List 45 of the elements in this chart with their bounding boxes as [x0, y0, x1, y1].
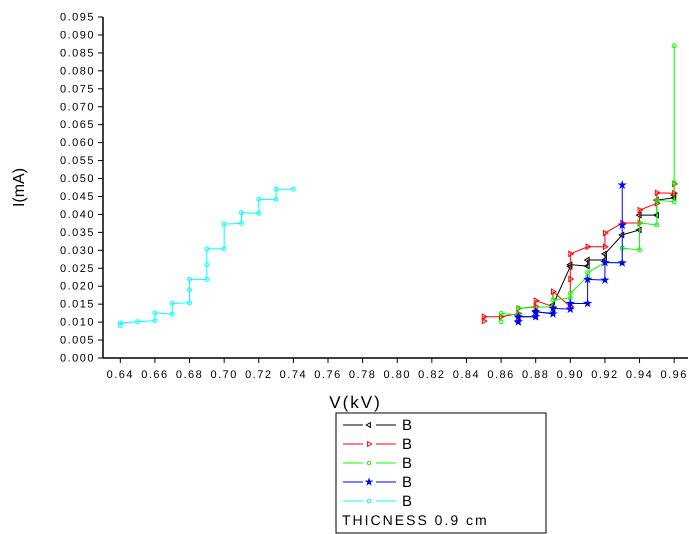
y-tick-label: 0.060 [60, 137, 95, 150]
y-tick-label: 0.000 [60, 352, 95, 365]
legend-label: B [402, 493, 412, 510]
x-tick-label: 0.66 [141, 369, 169, 382]
x-tick-label: 0.80 [384, 369, 411, 382]
y-tick-label: 0.080 [60, 65, 95, 78]
legend-label: B [402, 417, 412, 434]
y-tick-label: 0.070 [60, 101, 95, 114]
x-tick-label: 0.70 [210, 369, 238, 382]
y-tick-label: 0.075 [60, 83, 95, 96]
y-tick-label: 0.090 [60, 29, 95, 42]
y-tick-label: 0.050 [60, 173, 95, 186]
x-tick-label: 0.74 [280, 369, 308, 382]
y-tick-label: 0.085 [60, 47, 95, 60]
x-tick-label: 0.72 [245, 369, 272, 382]
x-tick-label: 0.76 [314, 369, 342, 382]
x-tick-label: 0.90 [556, 369, 584, 382]
x-axis-title: V(kV) [329, 393, 382, 412]
y-tick-label: 0.010 [60, 316, 95, 329]
x-tick-label: 0.64 [106, 369, 134, 382]
y-tick-label: 0.065 [60, 119, 95, 132]
x-tick-label: 0.82 [418, 369, 446, 382]
y-tick-label: 0.040 [60, 208, 95, 221]
x-tick-label: 0.96 [660, 369, 688, 382]
y-tick-label: 0.095 [60, 12, 95, 24]
legend-label: B [402, 436, 412, 453]
y-tick-label: 0.030 [60, 244, 95, 257]
legend-label: B [402, 455, 412, 472]
y-axis-title: I(mA) [11, 168, 28, 208]
y-tick-label: 0.035 [60, 226, 95, 239]
x-tick-label: 0.88 [522, 369, 550, 382]
y-tick-label: 0.045 [60, 190, 95, 203]
x-tick-label: 0.86 [487, 369, 515, 382]
y-tick-label: 0.020 [60, 280, 95, 293]
x-tick-label: 0.94 [626, 369, 654, 382]
x-tick-label: 0.68 [176, 369, 204, 382]
x-tick-label: 0.92 [591, 369, 619, 382]
x-tick-label: 0.78 [348, 369, 376, 382]
y-tick-label: 0.055 [60, 155, 95, 168]
y-tick-label: 0.015 [60, 298, 95, 311]
y-tick-label: 0.005 [60, 334, 95, 347]
y-tick-label: 0.025 [60, 262, 95, 275]
text: THICNESS 0.9 cm [342, 512, 489, 528]
x-tick-label: 0.84 [452, 369, 480, 382]
legend-label: B [402, 474, 412, 491]
